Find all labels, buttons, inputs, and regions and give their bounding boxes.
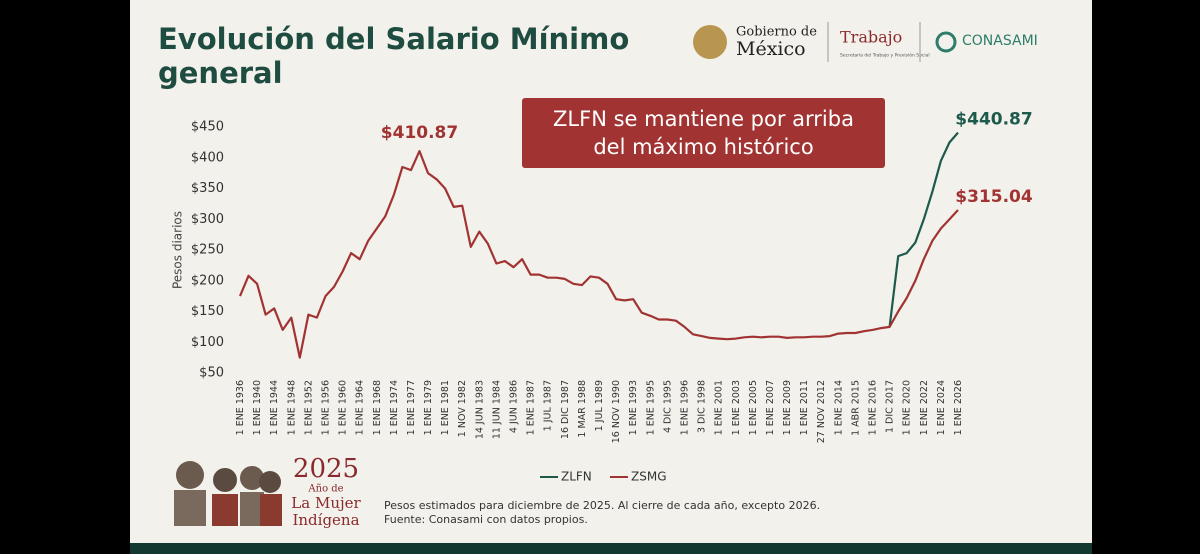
x-tick-label: 1 ENE 1995 (645, 380, 656, 435)
y-tick-label: $400 (191, 150, 224, 165)
x-tick-label: 1 ENE 1977 (406, 380, 417, 435)
gov-line1: Gobierno de (736, 25, 817, 40)
x-tick-label: 1 ENE 2020 (902, 380, 913, 435)
x-tick-label: 1 ENE 1987 (526, 380, 537, 435)
conasami-logo (935, 31, 957, 53)
x-tick-label: 1 ENE 2003 (731, 380, 742, 435)
x-tick-label: 1 JUL 1987 (543, 380, 554, 431)
x-tick-label: 1 ENE 2016 (868, 380, 879, 435)
x-tick-label: 1 MAR 1988 (577, 380, 588, 438)
x-tick-label: 14 JUN 1983 (474, 380, 485, 439)
x-tick-label: 1 ENE 1952 (303, 380, 314, 435)
gov-line2: México (736, 38, 806, 60)
x-tick-label: 4 JUN 1986 (509, 380, 520, 433)
y-axis-label: Pesos diarios (171, 211, 185, 289)
x-tick-label: 1 ENE 2007 (765, 380, 776, 435)
x-tick-label: 1 DIC 2017 (885, 380, 896, 433)
x-tick-label: 16 NOV 1990 (611, 380, 622, 443)
indigenous-women-illustration (174, 461, 282, 526)
x-tick-label: 1 ENE 1956 (320, 380, 331, 435)
value-label: $440.87 (955, 110, 1032, 130)
y-tick-label: $350 (191, 181, 224, 196)
footnote: Fuente: Conasami con datos propios. (384, 513, 588, 526)
slide (130, 0, 1092, 554)
x-tick-label: 1 ENE 1964 (355, 380, 366, 435)
value-label: $410.87 (381, 123, 458, 143)
x-tick-label: 1 ENE 1968 (372, 380, 383, 435)
brand-line3: Indígena (292, 511, 359, 529)
x-tick-label: 1 ENE 1974 (389, 380, 400, 435)
x-tick-label: 1 ENE 2014 (833, 380, 844, 435)
footer-strip (130, 543, 1092, 554)
x-tick-label: 1 ENE 2001 (714, 380, 725, 435)
brand-line1: Año de (307, 484, 343, 495)
x-tick-label: 1 ENE 2011 (799, 380, 810, 435)
x-tick-label: 1 ENE 2026 (953, 380, 964, 435)
x-tick-label: 1 ENE 1936 (235, 380, 246, 435)
x-tick-label: 1 ENE 1996 (679, 380, 690, 435)
footnote: Pesos estimados para diciembre de 2025. … (384, 499, 821, 512)
x-tick-label: 4 DIC 1995 (662, 380, 673, 433)
brand-year: 2025 (293, 454, 359, 484)
legend-label: ZSMG (631, 470, 667, 484)
title: Evolución del Salario Mínimo general (158, 22, 630, 90)
y-tick-label: $300 (191, 212, 224, 227)
x-tick-label: 1 ENE 1960 (338, 380, 349, 435)
y-tick-label: $150 (191, 304, 224, 319)
x-tick-label: 27 NOV 2012 (816, 380, 827, 443)
x-tick-label: 3 DIC 1998 (697, 380, 708, 433)
line-zsmg (238, 150, 959, 359)
value-label: $315.04 (955, 187, 1033, 207)
y-tick-label: $50 (199, 366, 224, 381)
x-tick-label: 1 ENE 1948 (286, 380, 297, 435)
trabajo: Trabajo (840, 28, 902, 47)
trabajo-sub: Secretaría del Trabajo y Previsión Socia… (840, 52, 930, 59)
conasami: CONASAMI (962, 33, 1038, 49)
x-tick-label: 1 ENE 2009 (782, 380, 793, 435)
x-tick-label: 16 DIC 1987 (560, 380, 571, 439)
x-tick-label: 11 JUN 1984 (491, 380, 502, 439)
x-tick-label: 1 ENE 2005 (748, 380, 759, 435)
x-tick-label: 1 ENE 2022 (919, 380, 930, 435)
x-tick-label: 1 ABR 2015 (850, 380, 861, 436)
x-tick-label: 1 ENE 1993 (628, 380, 639, 435)
y-tick-label: $100 (191, 335, 224, 350)
line-zlfn (888, 131, 959, 328)
x-tick-label: 1 JUL 1989 (594, 380, 605, 431)
gov-emblem (693, 25, 727, 59)
brand-line2: La Mujer (291, 494, 361, 512)
y-tick-label: $450 (191, 120, 224, 135)
y-tick-label: $250 (191, 243, 224, 258)
x-tick-label: 1 NOV 1982 (457, 380, 468, 437)
annotation: ZLFN se mantiene por arriba del máximo h… (522, 98, 885, 168)
x-tick-label: 1 ENE 1979 (423, 380, 434, 435)
x-tick-label: 1 ENE 1940 (252, 380, 263, 435)
y-tick-label: $200 (191, 273, 224, 288)
x-tick-label: 1 ENE 1944 (269, 380, 280, 435)
legend-label: ZLFN (561, 470, 592, 484)
x-tick-label: 1 ENE 2024 (936, 380, 947, 435)
x-tick-label: 1 ENE 1981 (440, 380, 451, 435)
